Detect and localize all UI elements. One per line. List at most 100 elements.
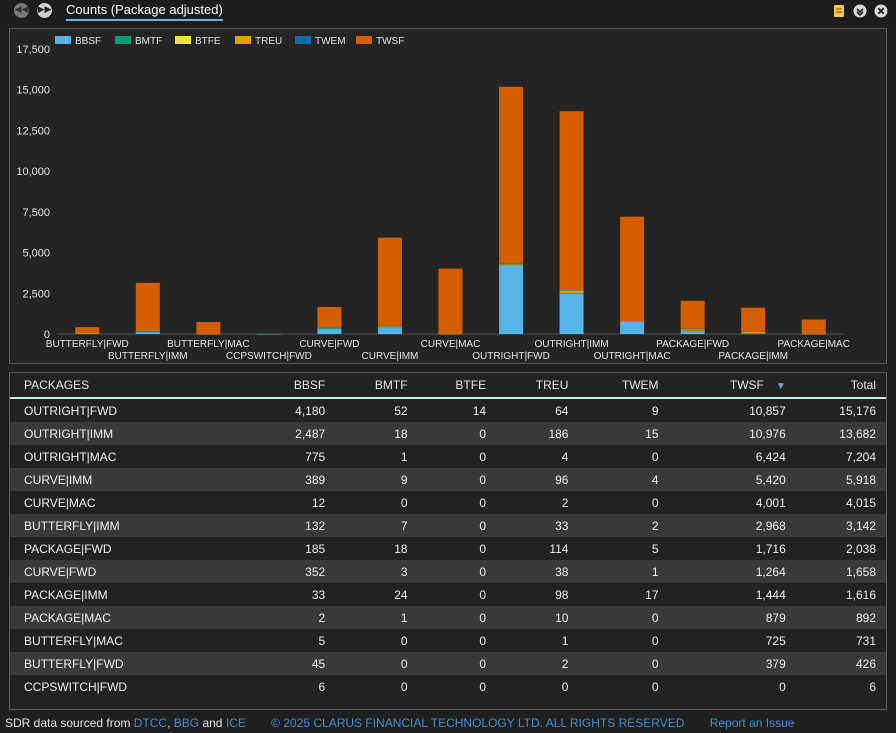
table-row[interactable]: CCPSWITCH|FWD 6 0 0 0 0 0 6 <box>10 675 886 698</box>
bar-segment <box>680 330 705 334</box>
table-cell: 5 <box>255 629 336 652</box>
table-cell: 10,857 <box>668 398 796 422</box>
table-row[interactable]: PACKAGE|IMM 33 24 0 98 17 1,444 1,616 <box>10 583 886 606</box>
report-issue-link[interactable]: Report an Issue <box>709 716 795 730</box>
stacked-bar-chart: 0 2,500 5,000 7,500 10,000 12,500 15,000 17,500… <box>9 28 887 364</box>
chevron-down-icon[interactable] <box>853 4 867 18</box>
table-cell: 0 <box>578 491 669 514</box>
dtcc-link[interactable]: DTCC <box>133 716 168 730</box>
bar-segment <box>377 325 402 328</box>
table-cell: 98 <box>496 583 579 606</box>
table-cell: 52 <box>335 398 418 422</box>
table-row[interactable]: PACKAGE|FWD 185 18 0 114 5 1,716 2,038 <box>10 537 886 560</box>
bar-segment <box>741 333 766 335</box>
legend-swatch <box>295 36 311 44</box>
column-header[interactable]: BMTF <box>335 373 418 399</box>
table-cell: CURVE|FWD <box>10 560 256 583</box>
table-row[interactable]: CURVE|IMM 389 9 0 96 4 5,420 5,918 <box>10 468 886 491</box>
bar-segment <box>620 321 645 322</box>
table-cell: 18 <box>335 422 418 445</box>
table-cell: 0 <box>578 629 669 652</box>
bar-segment <box>741 333 766 334</box>
bar-segment <box>680 300 705 329</box>
table-cell: CCPSWITCH|FWD <box>10 675 256 698</box>
table-cell: 186 <box>496 422 579 445</box>
bbg-link[interactable]: BBG <box>173 716 200 730</box>
tab-counts-package-adjusted[interactable]: Counts (Package adjusted) <box>66 2 223 21</box>
table-row[interactable]: CURVE|MAC 12 0 0 2 0 4,001 4,015 <box>10 491 886 514</box>
table-cell: 4,015 <box>795 491 886 514</box>
table-cell: 879 <box>668 606 796 629</box>
table-cell: OUTRIGHT|IMM <box>10 422 256 445</box>
x-tick-label: PACKAGE|IMM <box>718 351 788 362</box>
bar-segment <box>196 333 221 335</box>
bar-segment <box>741 331 766 332</box>
table-row[interactable]: BUTTERFLY|IMM 132 7 0 33 2 2,968 3,142 <box>10 514 886 537</box>
close-icon[interactable] <box>874 4 888 18</box>
rewind-icon[interactable]: ◀◀ <box>14 3 29 18</box>
table-cell: CURVE|MAC <box>10 491 256 514</box>
bar-segment <box>135 331 160 332</box>
bar-segment <box>499 265 524 334</box>
table-cell: 426 <box>795 652 886 675</box>
bar-segment <box>559 293 584 294</box>
bar-segment <box>438 268 463 334</box>
table-cell: 379 <box>668 652 796 675</box>
table-cell: 9 <box>335 468 418 491</box>
table-cell: 0 <box>668 675 796 698</box>
column-header[interactable]: PACKAGES <box>10 373 256 399</box>
table-cell: 0 <box>335 629 418 652</box>
column-header[interactable]: BBSF <box>255 373 336 399</box>
ice-link[interactable]: ICE <box>225 716 246 730</box>
column-header[interactable]: Total <box>795 373 886 399</box>
legend-swatch <box>115 36 131 44</box>
x-tick-label: OUTRIGHT|MAC <box>594 351 671 362</box>
legend-label: BBSF <box>75 36 101 47</box>
bar-segment <box>256 333 281 335</box>
x-tick-label: BUTTERFLY|MAC <box>167 339 249 350</box>
forward-icon[interactable]: ▶▶ <box>37 3 52 18</box>
table-cell: BUTTERFLY|FWD <box>10 652 256 675</box>
bar-segment <box>741 331 766 334</box>
bar-segment <box>559 293 584 334</box>
note-icon[interactable] <box>832 4 846 18</box>
x-tick-label: CCPSWITCH|FWD <box>226 351 312 362</box>
table-cell: 0 <box>417 560 497 583</box>
table-row[interactable]: PACKAGE|MAC 2 1 0 10 0 879 892 <box>10 606 886 629</box>
table-row[interactable]: CURVE|FWD 352 3 0 38 1 1,264 1,658 <box>10 560 886 583</box>
table-cell: 64 <box>496 398 579 422</box>
table-cell: 1,444 <box>668 583 796 606</box>
y-tick-label: 5,000 <box>22 248 50 260</box>
column-header[interactable]: TWEM <box>578 373 669 399</box>
sort-descending-icon[interactable]: ▼ <box>775 381 786 392</box>
footer: SDR data sourced from DTCC, BBG and ICE … <box>5 716 794 730</box>
table-cell: 18 <box>335 537 418 560</box>
table-cell: 10,976 <box>668 422 796 445</box>
footer-separator: , <box>167 716 171 730</box>
table-cell: 2,968 <box>668 514 796 537</box>
column-header[interactable]: TWSF ▼ <box>668 373 796 399</box>
table-cell: BUTTERFLY|IMM <box>10 514 256 537</box>
table-cell: 1,264 <box>668 560 796 583</box>
column-header[interactable]: BTFE <box>417 373 497 399</box>
table-cell: 5,918 <box>795 468 886 491</box>
table-cell: BUTTERFLY|MAC <box>10 629 256 652</box>
column-header[interactable]: TREU <box>496 373 579 399</box>
table-cell: 1 <box>578 560 669 583</box>
legend-swatch <box>356 36 372 44</box>
x-tick-label: CURVE|MAC <box>421 339 481 350</box>
y-tick-label: 7,500 <box>22 207 50 219</box>
table-row[interactable]: OUTRIGHT|IMM 2,487 18 0 186 15 10,976 13,682 <box>10 422 886 445</box>
table-cell: 3 <box>335 560 418 583</box>
legend-swatch <box>55 36 71 44</box>
table-row[interactable]: OUTRIGHT|FWD 4,180 52 14 64 9 10,857 15,176 <box>10 398 886 422</box>
table-cell: 12 <box>255 491 336 514</box>
table-row[interactable]: BUTTERFLY|FWD 45 0 0 2 0 379 426 <box>10 652 886 675</box>
table-cell: 0 <box>417 514 497 537</box>
bar-segment <box>317 328 342 329</box>
table-cell: 38 <box>496 560 579 583</box>
table-row[interactable]: OUTRIGHT|MAC 775 1 0 4 0 6,424 7,204 <box>10 445 886 468</box>
table-row[interactable]: BUTTERFLY|MAC 5 0 0 1 0 725 731 <box>10 629 886 652</box>
bar-segment <box>680 328 705 330</box>
table-cell: 775 <box>255 445 336 468</box>
